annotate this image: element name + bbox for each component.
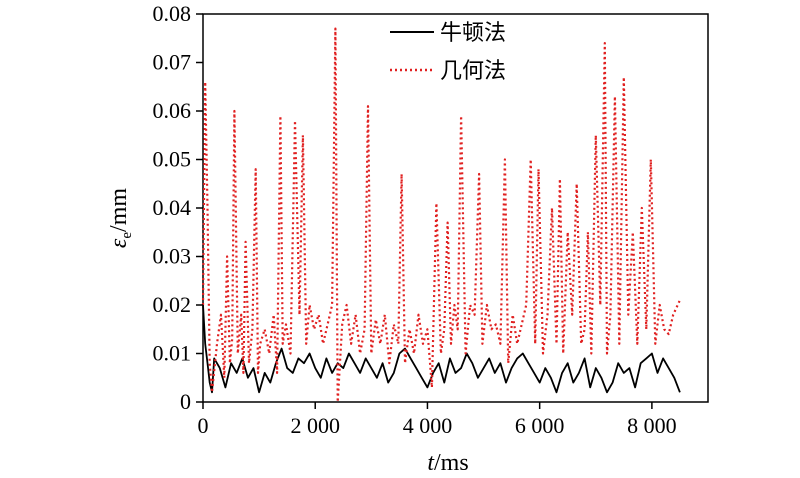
x-axis-label-unit: /ms — [434, 450, 469, 476]
x-tick-label: 4 000 — [403, 413, 453, 438]
y-axis-label: εe/mm — [106, 188, 135, 248]
legend-label-newton: 牛顿法 — [440, 21, 506, 46]
legend: 牛顿法 几何法 — [390, 21, 506, 84]
x-tick-label: 6 000 — [515, 413, 565, 438]
y-tick-label: 0.06 — [153, 98, 192, 123]
y-tick-label: 0 — [180, 389, 191, 414]
y-tick-label: 0.02 — [153, 292, 192, 317]
y-axis-label-subscript: e — [119, 232, 135, 239]
x-axis-label-var: t — [427, 450, 435, 476]
legend-label-geometric: 几何法 — [440, 59, 506, 84]
y-tick-label: 0.03 — [153, 244, 192, 269]
y-axis-label-symbol: ε — [106, 238, 132, 248]
x-axis-label: t/ms — [427, 450, 468, 476]
x-tick-label: 8 000 — [627, 413, 677, 438]
series-layer — [201, 27, 681, 404]
y-tick-label: 0.07 — [153, 50, 192, 75]
series-line-1 — [201, 27, 681, 404]
x-tick-label: 2 000 — [290, 413, 340, 438]
y-tick-label: 0.08 — [153, 1, 192, 26]
y-tick-label: 0.01 — [153, 341, 192, 366]
axes-layer: 0 2 000 4 000 6 000 8 000 0 0.01 0.02 0.03 0.04 0.… — [153, 1, 677, 438]
y-axis-label-unit: /mm — [106, 188, 132, 232]
y-tick-label: 0.04 — [153, 195, 192, 220]
series-line-0 — [202, 304, 681, 394]
y-tick-label: 0.05 — [153, 147, 192, 172]
x-tick-label: 0 — [198, 413, 209, 438]
